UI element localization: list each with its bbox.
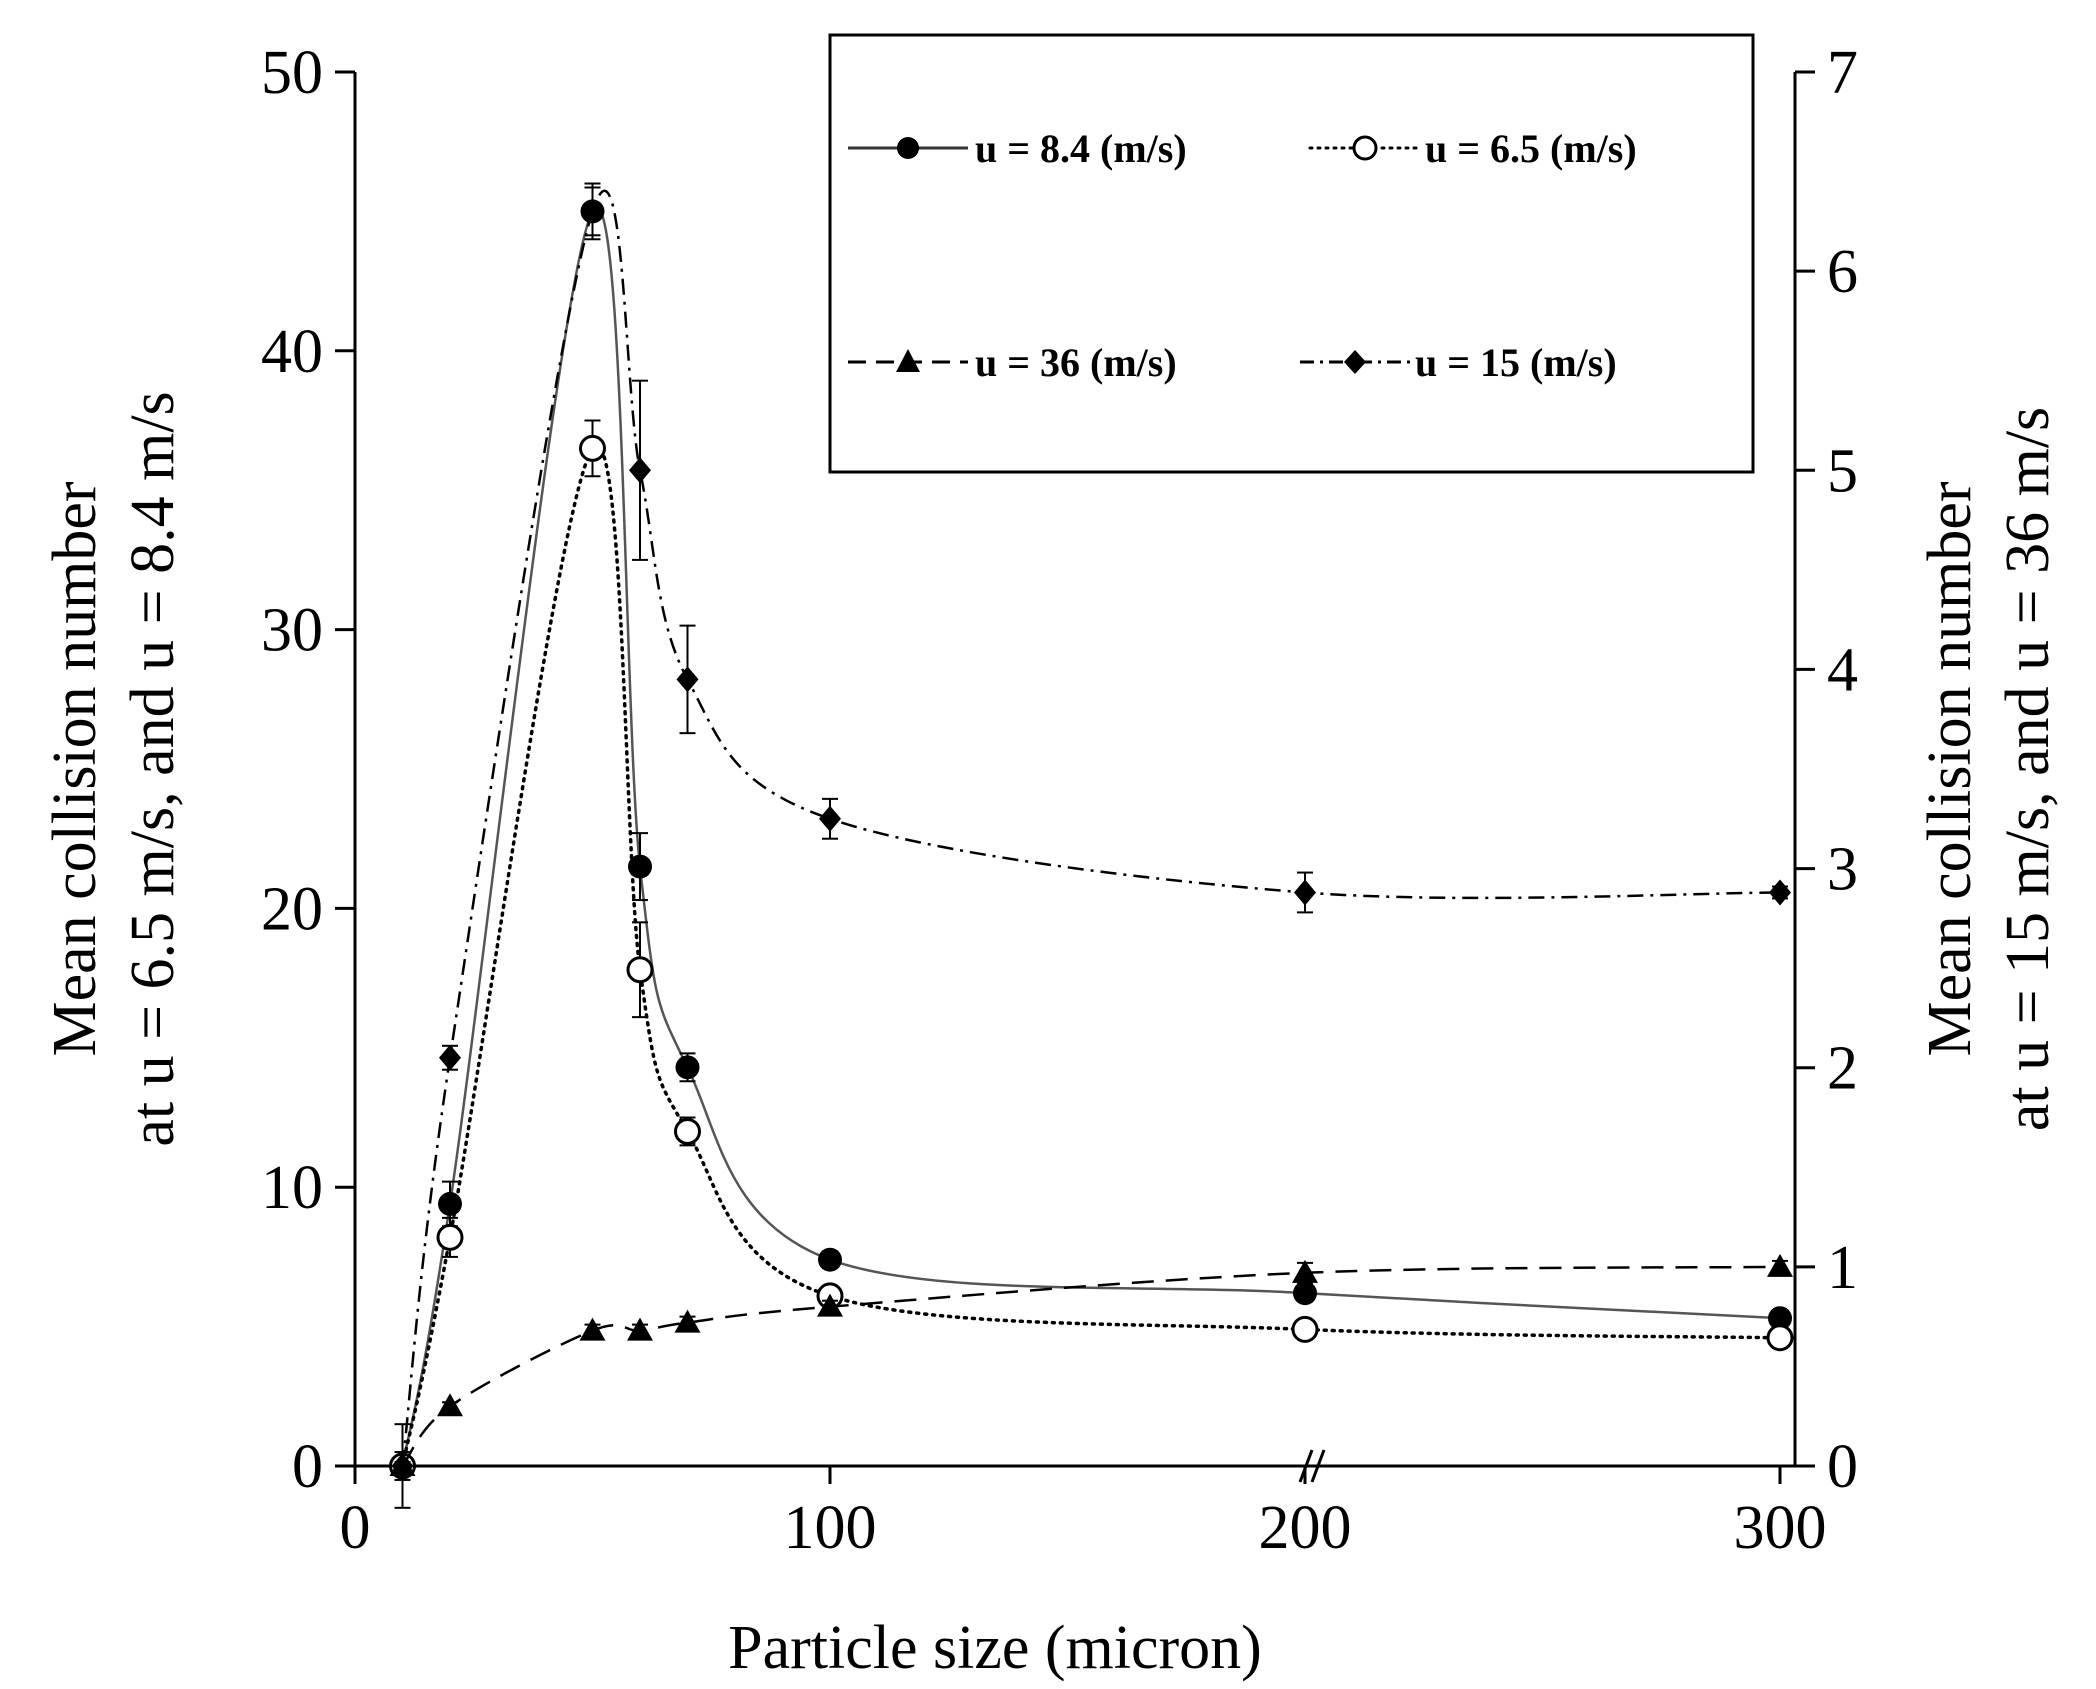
data-point-u-6-5-m-s	[579, 434, 606, 462]
legend-label-u-6-5: u = 6.5 (m/s)	[1425, 126, 1637, 171]
x-tick-label: 0	[340, 1494, 371, 1562]
legend-entry-u-15: u = 15 (m/s)	[1300, 340, 1617, 385]
y-right-tick-label: 4	[1827, 636, 1858, 704]
y-right-tick-label: 7	[1827, 39, 1858, 107]
series-line-u-36-m-s	[401, 1265, 1781, 1467]
series-layer	[389, 182, 1794, 1509]
data-point-u-6-5-m-s	[1291, 1315, 1319, 1343]
y-right-tick-label: 2	[1827, 1035, 1858, 1103]
x-tick-label: 300	[1734, 1494, 1827, 1562]
data-point-u-8-4-m-s	[675, 1055, 700, 1080]
legend-label-u-8-4: u = 8.4 (m/s)	[975, 126, 1187, 171]
data-point-u-36-m-s	[817, 1293, 843, 1317]
y-right-tick-label: 0	[1827, 1433, 1858, 1501]
data-point-u-6-5-m-s	[674, 1117, 701, 1145]
legend-label-u-36: u = 36 (m/s)	[975, 340, 1177, 385]
y-left-tick-label: 50	[261, 39, 323, 107]
y-axis-left-title: Mean collision number at u = 6.5 m/s, an…	[41, 391, 187, 1146]
legend-marker-u-8-4	[897, 137, 919, 159]
y-right-tick-label: 5	[1827, 437, 1858, 505]
legend-entry-u-8-4: u = 8.4 (m/s)	[848, 126, 1187, 171]
y-right-tick-label: 3	[1827, 836, 1858, 904]
data-point-u-15-m-s	[629, 457, 651, 484]
y-right-tick-label: 6	[1827, 238, 1858, 306]
data-point-u-36-m-s	[579, 1317, 606, 1341]
data-point-u-8-4-m-s	[438, 1191, 462, 1216]
legend: u = 8.4 (m/s) u = 6.5 (m/s) u = 36 (m/s)…	[828, 33, 1755, 474]
y-left-tick-label: 10	[261, 1154, 323, 1222]
legend-marker-u-15	[1344, 350, 1366, 374]
data-point-u-36-m-s	[627, 1317, 653, 1341]
y-axis-right-title-line-1: Mean collision number	[1916, 481, 1984, 1056]
x-tick-label: 100	[784, 1494, 877, 1562]
data-point-u-6-5-m-s	[626, 956, 654, 984]
legend-marker-u-6-5	[1352, 135, 1378, 161]
series-u-15-m-s	[391, 186, 1791, 1479]
data-point-u-8-4-m-s	[1768, 1306, 1792, 1331]
chart-axes	[353, 72, 1797, 1483]
y-left-tick-label: 20	[261, 875, 323, 943]
data-point-u-15-m-s	[439, 1044, 461, 1071]
data-point-u-15-m-s	[1294, 879, 1316, 906]
y-left-tick-label: 40	[261, 318, 323, 386]
x-tick-label: 200	[1259, 1494, 1352, 1562]
data-point-u-36-m-s	[1767, 1253, 1793, 1277]
series-u-6-5-m-s	[389, 419, 1794, 1481]
data-point-u-6-5-m-s	[1766, 1324, 1794, 1352]
legend-entry-u-6-5: u = 6.5 (m/s)	[1308, 126, 1637, 171]
data-point-u-15-m-s	[1769, 879, 1791, 906]
y-left-tick-label: 30	[261, 597, 323, 665]
data-point-u-15-m-s	[819, 805, 841, 832]
data-point-u-15-m-s	[391, 1453, 414, 1479]
legend-entry-u-36: u = 36 (m/s)	[848, 340, 1177, 385]
legend-marker-u-36	[896, 349, 920, 372]
y-axis-left-title-line-1: Mean collision number	[41, 481, 109, 1056]
y-left-tick-label: 0	[292, 1433, 323, 1501]
legend-box	[828, 33, 1755, 474]
data-point-u-36-m-s	[1292, 1259, 1318, 1283]
y-axis-right-title-line-2: at u = 15 m/s, and u = 36 m/s	[1994, 407, 2062, 1131]
y-axis-left-title-line-2: at u = 6.5 m/s, and u = 8.4 m/s	[119, 391, 187, 1146]
data-point-u-6-5-m-s	[436, 1223, 464, 1251]
data-point-u-36-m-s	[437, 1393, 463, 1417]
data-point-u-36-m-s	[674, 1309, 701, 1333]
data-point-u-8-4-m-s	[1293, 1281, 1317, 1306]
y-right-tick-label: 1	[1827, 1234, 1858, 1302]
data-point-u-15-m-s	[581, 198, 604, 225]
data-point-u-8-4-m-s	[818, 1247, 842, 1272]
legend-label-u-15: u = 15 (m/s)	[1415, 340, 1617, 385]
data-point-u-15-m-s	[676, 666, 699, 693]
series-line-u-6-5-m-s	[400, 443, 1782, 1468]
y-axis-right-title: Mean collision number at u = 15 m/s, and…	[1916, 407, 2062, 1131]
x-axis-title: Particle size (micron)	[728, 1614, 1262, 1682]
